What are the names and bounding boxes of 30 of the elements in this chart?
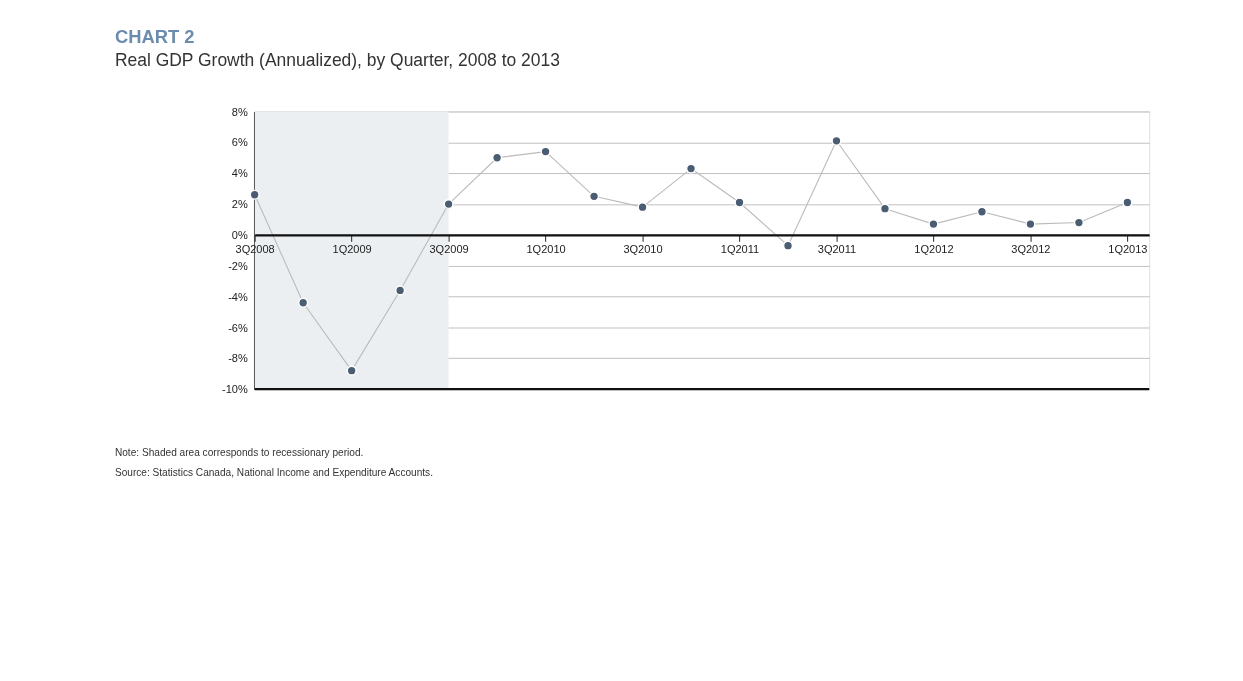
x-tick-label: 3Q2011 [817,242,857,255]
x-tick-label: 1Q2013 [1108,242,1148,255]
point [298,297,309,308]
x-tick-label: 1Q2011 [720,242,760,255]
y-tick-label: 6% [231,136,248,149]
point [346,365,357,376]
y-tick-label: -2% [228,259,248,272]
x-tick-label: 1Q2009 [332,242,372,255]
chart-title: CHART 2 [114,25,195,47]
x-tick-label: 3Q2012 [1011,242,1051,255]
source-note: Source: Statistics Canada, National Income and Expenditure Accounts. [114,467,433,479]
y-tick-label: 8% [231,105,248,118]
y-tick-label: -4% [228,290,248,303]
x-tick-label: 1Q2012 [914,242,954,255]
point [1025,219,1036,230]
point [1122,197,1133,208]
y-tick-label: 2% [231,198,248,211]
y-tick-label: -8% [228,352,248,365]
point [443,199,454,210]
x-tick-label: 3Q2009 [429,242,469,255]
y-tick-label: 4% [231,167,248,180]
y-tick-label: 0% [231,229,248,242]
x-tick-label: 3Q2010 [623,242,663,255]
text: Note: Shaded area corresponds to recessionary period. [114,447,364,459]
y-tick-label: -6% [228,321,248,334]
point [734,197,745,208]
point [395,285,406,296]
y-tick-label: -10% [222,383,248,396]
x-tick-label: 1Q2010 [526,242,566,255]
chart-subtitle: Real GDP Growth (Annualized), by Quarter, 2008 to 2013 [114,49,560,70]
